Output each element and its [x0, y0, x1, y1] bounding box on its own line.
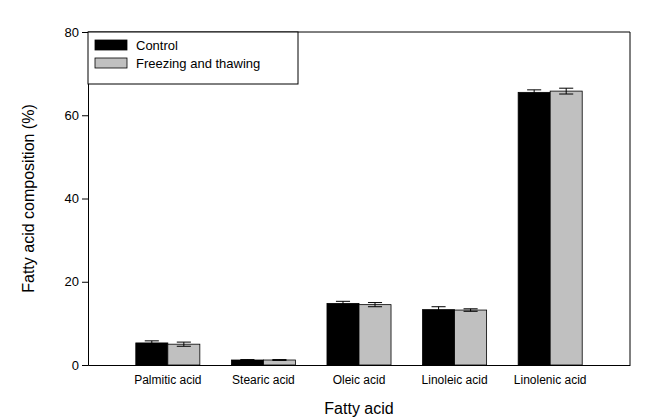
y-tick: 20 [65, 274, 88, 289]
error-cap [432, 312, 446, 313]
legend-label: Freezing and thawing [136, 56, 260, 71]
series [168, 88, 582, 365]
error-bar [464, 309, 478, 311]
y-tick-mark [82, 115, 88, 116]
error-cap [145, 345, 159, 346]
x-axis-title: Fatty acid [324, 400, 393, 417]
x-tick-label: Palmitic acid [134, 373, 201, 387]
x-axis-line [89, 365, 631, 366]
x-tick-label: Oleic acid [333, 373, 386, 387]
y-tick-label: 40 [65, 191, 79, 206]
error-cap [240, 360, 254, 361]
frame [630, 32, 631, 365]
error-cap [432, 306, 446, 307]
y-tick-label: 80 [65, 25, 79, 40]
error-cap [272, 359, 286, 360]
error-bar [240, 359, 254, 361]
bar [231, 360, 263, 365]
x-tick: Stearic acid [232, 365, 295, 387]
error-cap [527, 89, 541, 90]
error-line [342, 301, 343, 305]
error-cap [527, 94, 541, 95]
y-axis: 0 20 40 60 80 [65, 25, 89, 373]
error-cap [559, 94, 573, 95]
y-tick-mark [82, 32, 88, 33]
x-tick: Linolenic acid [514, 365, 587, 387]
error-cap [272, 360, 286, 361]
legend-swatch [95, 58, 127, 68]
error-cap [464, 311, 478, 312]
error-bar [432, 307, 446, 313]
error-line [151, 341, 152, 345]
error-bar [272, 359, 286, 361]
y-tick-label: 20 [65, 274, 79, 289]
error-cap [559, 88, 573, 89]
x-tick: Palmitic acid [134, 365, 201, 387]
x-tick-label: Linoleic acid [422, 373, 488, 387]
error-line [566, 88, 567, 94]
x-axis: Palmitic acid Stearic acid Oleic acid Linol… [89, 365, 631, 387]
chart: 0 20 40 60 80 Palmitic acid Stearic acid Oleic … [0, 0, 652, 420]
y-tick-mark [82, 365, 88, 366]
y-tick-mark [82, 199, 88, 200]
bar [550, 91, 582, 365]
legend: Control Freezing and thawing [88, 32, 298, 84]
bar [518, 92, 550, 365]
error-line [534, 90, 535, 95]
legend-label: Control [136, 38, 178, 53]
y-tick: 80 [65, 25, 88, 40]
error-bar [559, 88, 573, 94]
error-bar [368, 303, 382, 307]
legend-swatch [95, 40, 127, 50]
plot: 0 20 40 60 80 Palmitic acid Stearic acid Oleic … [65, 25, 631, 387]
bar [455, 310, 487, 365]
error-bar [336, 301, 350, 305]
bar [359, 305, 391, 365]
y-axis-title: Fatty acid composition (%) [20, 104, 37, 293]
bar [263, 360, 295, 365]
error-line [183, 342, 184, 346]
x-tick: Oleic acid [333, 365, 386, 387]
legend-box [88, 32, 298, 84]
bar [423, 310, 455, 365]
y-tick: 60 [65, 108, 88, 123]
bar [136, 343, 168, 365]
error-cap [464, 308, 478, 309]
error-cap [336, 301, 350, 302]
error-bar [177, 342, 191, 346]
error-cap [177, 342, 191, 343]
y-tick-label: 0 [72, 358, 79, 373]
error-cap [240, 359, 254, 360]
x-tick: Linoleic acid [422, 365, 488, 387]
error-cap [336, 305, 350, 306]
error-cap [368, 306, 382, 307]
series [136, 90, 550, 365]
error-line [375, 303, 376, 307]
bar [168, 344, 200, 365]
y-tick-mark [82, 282, 88, 283]
marks [136, 88, 582, 365]
bar [327, 303, 359, 365]
error-bar [527, 90, 541, 95]
y-tick-label: 60 [65, 108, 79, 123]
error-cap [177, 346, 191, 347]
error-bar [145, 341, 159, 345]
y-tick: 40 [65, 191, 88, 206]
error-line [438, 307, 439, 313]
x-tick-label: Linolenic acid [514, 373, 587, 387]
error-cap [145, 340, 159, 341]
y-tick: 0 [72, 358, 88, 373]
error-cap [368, 302, 382, 303]
x-tick-label: Stearic acid [232, 373, 295, 387]
